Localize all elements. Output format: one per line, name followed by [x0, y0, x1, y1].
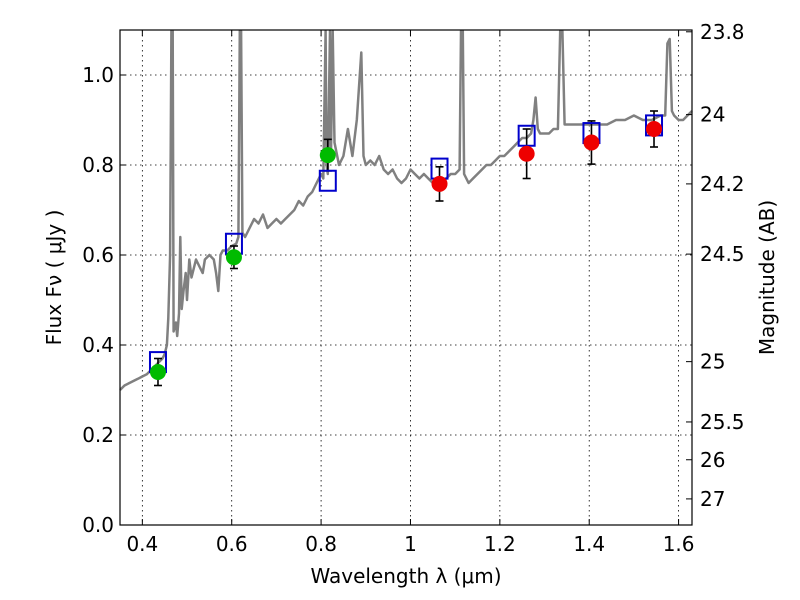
- observed-point: [583, 134, 600, 151]
- observed-point: [431, 175, 448, 192]
- magnitude-tick-label: 27: [700, 487, 725, 511]
- model-sed-layer: [119, 29, 693, 391]
- right-axis-title: Magnitude (AB): [755, 200, 779, 355]
- x-axis-title: Wavelength λ (μm): [310, 564, 501, 588]
- y-tick-label: 0.6: [82, 243, 114, 267]
- x-tick-label: 1.6: [663, 532, 695, 556]
- magnitude-tick-label: 24: [700, 103, 725, 127]
- x-tick-label: 0.8: [305, 532, 337, 556]
- observed-point: [646, 121, 663, 137]
- y-tick-label: 0.8: [82, 153, 114, 177]
- grid: [120, 30, 692, 526]
- y-tick-label: 1.0: [82, 63, 114, 87]
- x-tick-label: 1: [404, 532, 417, 556]
- model-photometry-square: [318, 169, 337, 192]
- tick-layer: 0.4 0.6 0.8 1 1.2 1.4 1.6 0.0 0.2 0.4 0.6 0.8 1.0 23.…: [82, 20, 744, 556]
- marker-layer: [148, 114, 664, 380]
- x-tick-label: 1.4: [573, 532, 605, 556]
- y-tick-label: 0.4: [82, 333, 114, 357]
- observed-point: [319, 147, 336, 164]
- y-tick-label: 0.0: [82, 513, 114, 537]
- x-tick-label: 1.2: [484, 532, 516, 556]
- y-axis-title: Flux Fν ( μJy ): [42, 210, 66, 346]
- magnitude-tick-label: 24.2: [700, 172, 745, 196]
- x-tick-label: 0.6: [216, 532, 248, 556]
- magnitude-tick-label: 25.5: [700, 410, 745, 434]
- observed-point: [518, 145, 535, 162]
- magnitude-tick-label: 25: [700, 350, 725, 374]
- magnitude-tick-label: 23.8: [700, 20, 745, 44]
- magnitude-tick-label: 24.5: [700, 242, 745, 266]
- y-tick-label: 0.2: [82, 423, 114, 447]
- observed-point: [149, 364, 166, 380]
- plot-frame: [119, 29, 693, 526]
- x-tick-label: 0.4: [126, 532, 158, 556]
- magnitude-tick-label: 26: [700, 448, 725, 472]
- model-sed-line: [119, 29, 693, 391]
- observed-point: [225, 249, 242, 266]
